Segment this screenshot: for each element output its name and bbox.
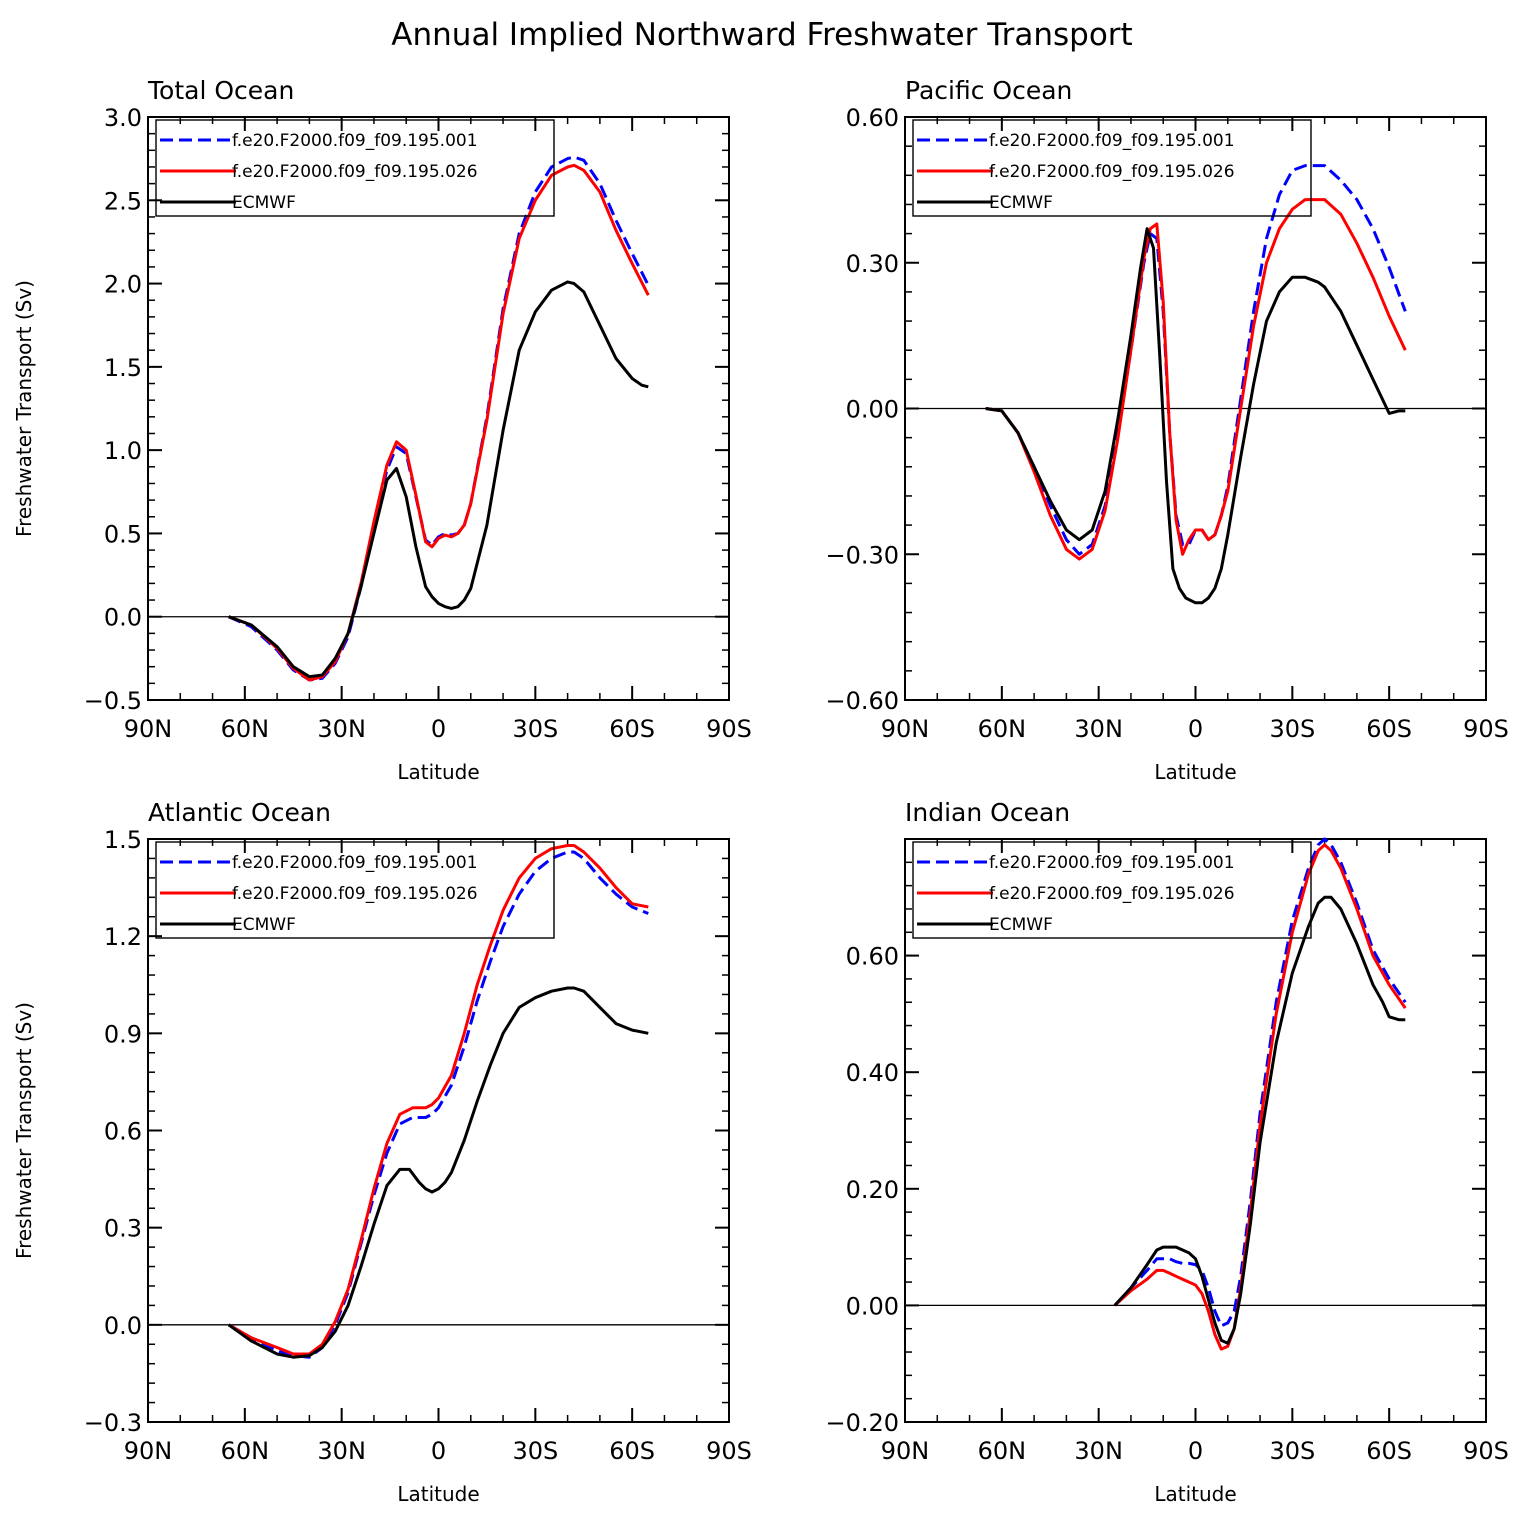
x-tick-label: 0 <box>431 715 446 743</box>
y-tick-label: 0.00 <box>846 1292 899 1320</box>
x-tick-label: 60N <box>978 1437 1027 1465</box>
x-tick-label: 60S <box>1366 1437 1412 1465</box>
x-axis-title: Latitude <box>397 760 479 784</box>
legend: f.e20.F2000.f09_f09.195.001 f.e20.F2000.f… <box>912 841 1312 939</box>
x-tick-label: 30N <box>317 715 366 743</box>
legend-label: f.e20.F2000.f09_f09.195.026 <box>232 884 478 904</box>
y-tick-label: 1.5 <box>104 826 142 854</box>
x-tick-label: 90N <box>881 715 930 743</box>
legend-box <box>912 119 1312 217</box>
legend-label: f.e20.F2000.f09_f09.195.026 <box>989 162 1235 182</box>
series-line <box>228 163 650 682</box>
x-tick-label: 90N <box>124 1437 173 1465</box>
x-tick-label: 60S <box>609 1437 655 1465</box>
legend-label: ECMWF <box>232 193 296 213</box>
y-tick-label: 0.30 <box>846 250 899 278</box>
x-tick-label: 30N <box>1074 1437 1123 1465</box>
legend-label: f.e20.F2000.f09_f09.195.026 <box>989 884 1235 904</box>
x-axis-title: Latitude <box>1154 760 1236 784</box>
atlantic-ocean-panel: Atlantic Ocean −0.3 0.0 0.3 0.6 0.9 1.2 1.5 90N 6… <box>12 798 752 1506</box>
series-line <box>985 198 1407 561</box>
x-tick-label: 60N <box>221 715 270 743</box>
x-tick-label: 30N <box>317 1437 366 1465</box>
x-tick-label: 60N <box>978 715 1027 743</box>
x-tick-label: 30S <box>1269 715 1315 743</box>
x-axis-title: Latitude <box>1154 1482 1236 1506</box>
legend: f.e20.F2000.f09_f09.195.001 f.e20.F2000.f… <box>155 841 555 939</box>
legend: f.e20.F2000.f09_f09.195.001 f.e20.F2000.f… <box>912 119 1312 217</box>
y-tick-label: −0.5 <box>84 687 142 715</box>
y-tick-label: 0.6 <box>104 1118 142 1146</box>
x-tick-label: 60N <box>221 1437 270 1465</box>
legend-label: ECMWF <box>989 193 1053 213</box>
y-tick-label: 0.5 <box>104 520 142 548</box>
legend-box <box>155 119 555 217</box>
x-tick-label: 30S <box>512 715 558 743</box>
x-tick-label: 90N <box>881 1437 930 1465</box>
y-tick-label: 0.40 <box>846 1059 899 1087</box>
x-tick-label: 90S <box>1463 1437 1509 1465</box>
legend-label: ECMWF <box>989 915 1053 935</box>
x-tick-label: 30S <box>1269 1437 1315 1465</box>
y-tick-label: 1.0 <box>104 437 142 465</box>
y-tick-label: −0.30 <box>825 541 899 569</box>
x-tick-label: 90N <box>124 715 173 743</box>
x-tick-label: 90S <box>706 1437 752 1465</box>
legend-label: f.e20.F2000.f09_f09.195.026 <box>232 162 478 182</box>
series-line <box>227 844 649 1356</box>
legend-box <box>912 841 1312 939</box>
legend-label: f.e20.F2000.f09_f09.195.001 <box>989 853 1235 873</box>
x-tick-label: 60S <box>1366 715 1412 743</box>
series-line <box>985 227 1406 605</box>
y-tick-label: 0.00 <box>846 396 899 424</box>
y-tick-label: −0.60 <box>825 687 899 715</box>
panel-title: Atlantic Ocean <box>148 798 331 827</box>
x-tick-label: 30N <box>1074 715 1123 743</box>
y-tick-label: 0.0 <box>104 604 142 632</box>
x-axis-title: Latitude <box>397 1482 479 1506</box>
y-tick-label: 0.0 <box>104 1312 142 1340</box>
y-tick-label: 0.3 <box>104 1215 142 1243</box>
figure-title: Annual Implied Northward Freshwater Tran… <box>391 17 1132 53</box>
panel-title: Total Ocean <box>147 76 294 105</box>
x-tick-label: 90S <box>1463 715 1509 743</box>
x-tick-label: 0 <box>431 1437 446 1465</box>
y-axis-title: Freshwater Transport (Sv) <box>12 280 36 537</box>
series-line <box>228 280 649 679</box>
y-tick-label: 0.60 <box>846 104 899 132</box>
x-tick-label: 60S <box>609 715 655 743</box>
series-line <box>1113 837 1407 1328</box>
legend-label: f.e20.F2000.f09_f09.195.001 <box>989 131 1235 151</box>
x-tick-label: 90S <box>706 715 752 743</box>
y-tick-label: 0.9 <box>104 1020 142 1048</box>
y-tick-label: 2.5 <box>104 187 142 215</box>
legend-box <box>155 841 555 939</box>
legend-label: f.e20.F2000.f09_f09.195.001 <box>232 131 478 151</box>
total-ocean-panel: Total Ocean −0.5 0.0 0.5 1.0 1.5 2.0 2.5 3.0 90N 6… <box>12 76 752 784</box>
y-tick-label: 3.0 <box>104 104 142 132</box>
y-tick-label: 1.5 <box>104 354 142 382</box>
series-line <box>1113 895 1406 1345</box>
y-tick-label: 0.60 <box>846 943 899 971</box>
indian-ocean-panel: Indian Ocean −0.20 0.00 0.20 0.40 0.60 90N 60N 3… <box>825 798 1508 1506</box>
series-line <box>1113 843 1407 1351</box>
y-axis-title: Freshwater Transport (Sv) <box>12 1002 36 1259</box>
x-tick-label: 30S <box>512 1437 558 1465</box>
pacific-ocean-panel: Pacific Ocean −0.60 −0.30 0.00 0.30 0.60 90N 60… <box>825 76 1508 784</box>
panel-title: Pacific Ocean <box>905 76 1072 105</box>
legend-label: f.e20.F2000.f09_f09.195.001 <box>232 853 478 873</box>
legend: f.e20.F2000.f09_f09.195.001 f.e20.F2000.f… <box>155 119 555 217</box>
y-tick-label: 0.20 <box>846 1176 899 1204</box>
series-line <box>227 986 649 1359</box>
legend-label: ECMWF <box>232 915 296 935</box>
y-tick-label: −0.3 <box>84 1409 142 1437</box>
x-tick-label: 0 <box>1188 715 1203 743</box>
x-tick-label: 0 <box>1188 1437 1203 1465</box>
y-tick-label: −0.20 <box>825 1409 899 1437</box>
y-tick-label: 2.0 <box>104 271 142 299</box>
panel-title: Indian Ocean <box>905 798 1070 827</box>
y-tick-label: 1.2 <box>104 923 142 951</box>
